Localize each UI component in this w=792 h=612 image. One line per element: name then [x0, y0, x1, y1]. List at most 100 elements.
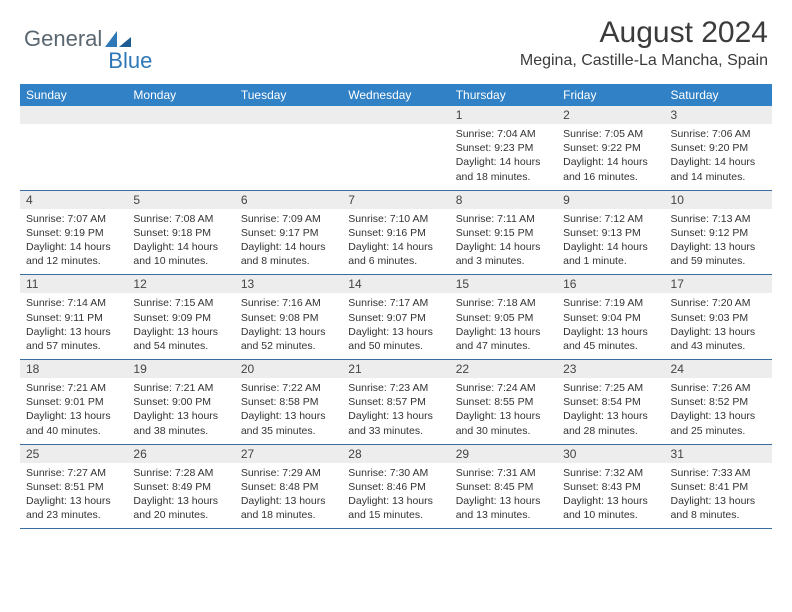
- daylight-text: Daylight: 13 hours and 40 minutes.: [26, 409, 121, 437]
- sunrise-text: Sunrise: 7:23 AM: [348, 381, 443, 395]
- sunset-text: Sunset: 8:55 PM: [456, 395, 551, 409]
- day-cell: 27Sunrise: 7:29 AMSunset: 8:48 PMDayligh…: [235, 444, 342, 529]
- sunset-text: Sunset: 9:13 PM: [563, 226, 658, 240]
- sunrise-text: Sunrise: 7:33 AM: [671, 466, 766, 480]
- day-cell: 21Sunrise: 7:23 AMSunset: 8:57 PMDayligh…: [342, 360, 449, 445]
- day-data: Sunrise: 7:27 AMSunset: 8:51 PMDaylight:…: [20, 463, 127, 529]
- day-number: 3: [665, 106, 772, 124]
- sunset-text: Sunset: 8:54 PM: [563, 395, 658, 409]
- title-block: August 2024 Megina, Castille-La Mancha, …: [520, 16, 768, 70]
- day-data: Sunrise: 7:15 AMSunset: 9:09 PMDaylight:…: [127, 293, 234, 359]
- sunrise-text: Sunrise: 7:20 AM: [671, 296, 766, 310]
- day-cell: 24Sunrise: 7:26 AMSunset: 8:52 PMDayligh…: [665, 360, 772, 445]
- day-number: 18: [20, 360, 127, 378]
- day-number: [127, 106, 234, 124]
- day-number: 12: [127, 275, 234, 293]
- day-cell: 7Sunrise: 7:10 AMSunset: 9:16 PMDaylight…: [342, 190, 449, 275]
- day-cell: 30Sunrise: 7:32 AMSunset: 8:43 PMDayligh…: [557, 444, 664, 529]
- weekday-header: Friday: [557, 84, 664, 106]
- sunrise-text: Sunrise: 7:21 AM: [133, 381, 228, 395]
- day-cell: 4Sunrise: 7:07 AMSunset: 9:19 PMDaylight…: [20, 190, 127, 275]
- daylight-text: Daylight: 13 hours and 33 minutes.: [348, 409, 443, 437]
- week-row: 11Sunrise: 7:14 AMSunset: 9:11 PMDayligh…: [20, 275, 772, 360]
- daylight-text: Daylight: 14 hours and 18 minutes.: [456, 155, 551, 183]
- sunrise-text: Sunrise: 7:07 AM: [26, 212, 121, 226]
- day-data: Sunrise: 7:33 AMSunset: 8:41 PMDaylight:…: [665, 463, 772, 529]
- day-data: Sunrise: 7:11 AMSunset: 9:15 PMDaylight:…: [450, 209, 557, 275]
- day-data: [20, 124, 127, 182]
- sunrise-text: Sunrise: 7:08 AM: [133, 212, 228, 226]
- day-number: 22: [450, 360, 557, 378]
- sunrise-text: Sunrise: 7:19 AM: [563, 296, 658, 310]
- day-number: 9: [557, 191, 664, 209]
- day-number: 8: [450, 191, 557, 209]
- day-number: [235, 106, 342, 124]
- day-cell: 6Sunrise: 7:09 AMSunset: 9:17 PMDaylight…: [235, 190, 342, 275]
- sunrise-text: Sunrise: 7:27 AM: [26, 466, 121, 480]
- day-cell: [235, 106, 342, 190]
- day-number: 31: [665, 445, 772, 463]
- daylight-text: Daylight: 14 hours and 14 minutes.: [671, 155, 766, 183]
- day-number: 20: [235, 360, 342, 378]
- day-number: 14: [342, 275, 449, 293]
- day-cell: 8Sunrise: 7:11 AMSunset: 9:15 PMDaylight…: [450, 190, 557, 275]
- day-number: [20, 106, 127, 124]
- daylight-text: Daylight: 13 hours and 59 minutes.: [671, 240, 766, 268]
- day-number: 17: [665, 275, 772, 293]
- day-data: Sunrise: 7:17 AMSunset: 9:07 PMDaylight:…: [342, 293, 449, 359]
- day-number: 16: [557, 275, 664, 293]
- day-data: Sunrise: 7:13 AMSunset: 9:12 PMDaylight:…: [665, 209, 772, 275]
- day-data: Sunrise: 7:18 AMSunset: 9:05 PMDaylight:…: [450, 293, 557, 359]
- daylight-text: Daylight: 13 hours and 38 minutes.: [133, 409, 228, 437]
- daylight-text: Daylight: 13 hours and 10 minutes.: [563, 494, 658, 522]
- day-cell: 9Sunrise: 7:12 AMSunset: 9:13 PMDaylight…: [557, 190, 664, 275]
- day-data: Sunrise: 7:26 AMSunset: 8:52 PMDaylight:…: [665, 378, 772, 444]
- weekday-header: Monday: [127, 84, 234, 106]
- day-data: Sunrise: 7:19 AMSunset: 9:04 PMDaylight:…: [557, 293, 664, 359]
- sunset-text: Sunset: 9:07 PM: [348, 311, 443, 325]
- daylight-text: Daylight: 13 hours and 23 minutes.: [26, 494, 121, 522]
- location-label: Megina, Castille-La Mancha, Spain: [520, 52, 768, 70]
- day-cell: 28Sunrise: 7:30 AMSunset: 8:46 PMDayligh…: [342, 444, 449, 529]
- sunset-text: Sunset: 8:41 PM: [671, 480, 766, 494]
- sunrise-text: Sunrise: 7:21 AM: [26, 381, 121, 395]
- month-title: August 2024: [520, 16, 768, 50]
- day-data: [127, 124, 234, 182]
- sunset-text: Sunset: 9:12 PM: [671, 226, 766, 240]
- day-number: 24: [665, 360, 772, 378]
- day-cell: 17Sunrise: 7:20 AMSunset: 9:03 PMDayligh…: [665, 275, 772, 360]
- day-data: Sunrise: 7:21 AMSunset: 9:01 PMDaylight:…: [20, 378, 127, 444]
- day-data: Sunrise: 7:07 AMSunset: 9:19 PMDaylight:…: [20, 209, 127, 275]
- day-cell: 14Sunrise: 7:17 AMSunset: 9:07 PMDayligh…: [342, 275, 449, 360]
- sunset-text: Sunset: 9:00 PM: [133, 395, 228, 409]
- sunrise-text: Sunrise: 7:22 AM: [241, 381, 336, 395]
- day-cell: 20 Sunrise: 7:22 AMSunset: 8:58 PMDayligh…: [235, 360, 342, 445]
- day-data: Sunrise: 7:14 AMSunset: 9:11 PMDaylight:…: [20, 293, 127, 359]
- day-data: [235, 124, 342, 182]
- day-number: 5: [127, 191, 234, 209]
- day-cell: 26Sunrise: 7:28 AMSunset: 8:49 PMDayligh…: [127, 444, 234, 529]
- sunset-text: Sunset: 9:05 PM: [456, 311, 551, 325]
- daylight-text: Daylight: 13 hours and 50 minutes.: [348, 325, 443, 353]
- daylight-text: Daylight: 13 hours and 35 minutes.: [241, 409, 336, 437]
- day-number: 4: [20, 191, 127, 209]
- sunset-text: Sunset: 9:18 PM: [133, 226, 228, 240]
- sunset-text: Sunset: 9:03 PM: [671, 311, 766, 325]
- sunrise-text: Sunrise: 7:09 AM: [241, 212, 336, 226]
- day-data: Sunrise: 7:16 AMSunset: 9:08 PMDaylight:…: [235, 293, 342, 359]
- sunrise-text: Sunrise: 7:16 AM: [241, 296, 336, 310]
- sunrise-text: Sunrise: 7:12 AM: [563, 212, 658, 226]
- sail-icon: [104, 30, 132, 48]
- day-cell: [127, 106, 234, 190]
- sunrise-text: Sunrise: 7:18 AM: [456, 296, 551, 310]
- sunset-text: Sunset: 8:51 PM: [26, 480, 121, 494]
- day-cell: 12Sunrise: 7:15 AMSunset: 9:09 PMDayligh…: [127, 275, 234, 360]
- sunset-text: Sunset: 9:23 PM: [456, 141, 551, 155]
- sunset-text: Sunset: 8:58 PM: [241, 395, 336, 409]
- day-cell: 13Sunrise: 7:16 AMSunset: 9:08 PMDayligh…: [235, 275, 342, 360]
- daylight-text: Daylight: 13 hours and 13 minutes.: [456, 494, 551, 522]
- sunset-text: Sunset: 9:17 PM: [241, 226, 336, 240]
- sunrise-text: Sunrise: 7:04 AM: [456, 127, 551, 141]
- sunrise-text: Sunrise: 7:06 AM: [671, 127, 766, 141]
- sunset-text: Sunset: 9:09 PM: [133, 311, 228, 325]
